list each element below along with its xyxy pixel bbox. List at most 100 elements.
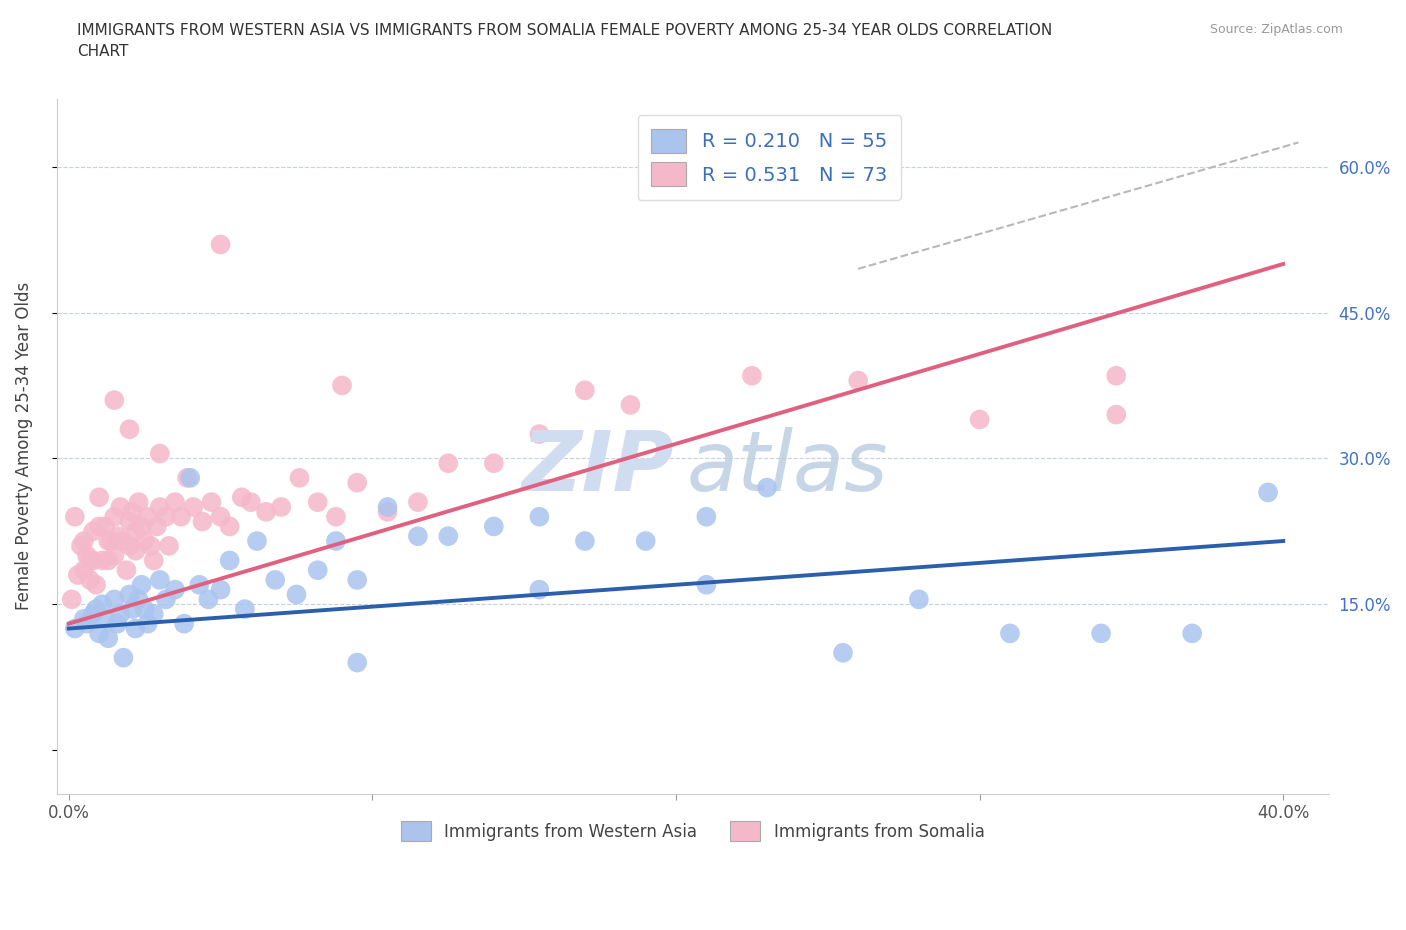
Point [155, 510, 177, 525]
Point [346, 475, 368, 490]
Legend: Immigrants from Western Asia, Immigrants from Somalia: Immigrants from Western Asia, Immigrants… [394, 815, 991, 848]
Point [149, 499, 172, 514]
Point [121, 504, 143, 519]
Point [110, 606, 132, 621]
Point [307, 563, 329, 578]
Point [84, 602, 107, 617]
Point [87, 626, 110, 641]
Point [1181, 626, 1204, 641]
Point [105, 529, 128, 544]
Point [134, 534, 156, 549]
Point [1257, 485, 1279, 499]
Point [94, 519, 117, 534]
Point [181, 499, 204, 514]
Point [103, 591, 125, 606]
Point [136, 510, 159, 525]
Point [87, 519, 110, 534]
Point [307, 495, 329, 510]
Point [73, 534, 96, 549]
Point [79, 553, 101, 568]
Point [134, 602, 156, 617]
Point [574, 383, 596, 398]
Point [529, 427, 551, 442]
Point [163, 495, 186, 510]
Text: Source: ZipAtlas.com: Source: ZipAtlas.com [1209, 23, 1343, 36]
Point [97, 553, 120, 568]
Point [103, 548, 125, 563]
Point [969, 412, 991, 427]
Point [1105, 368, 1128, 383]
Y-axis label: Female Poverty Among 25-34 Year Olds: Female Poverty Among 25-34 Year Olds [15, 282, 32, 610]
Point [73, 611, 96, 626]
Point [832, 645, 855, 660]
Point [377, 504, 399, 519]
Point [149, 573, 172, 588]
Point [124, 524, 146, 538]
Point [118, 587, 141, 602]
Point [695, 578, 717, 592]
Point [246, 534, 269, 549]
Point [437, 529, 460, 544]
Point [124, 543, 146, 558]
Point [529, 582, 551, 597]
Text: atlas: atlas [686, 427, 889, 508]
Point [482, 519, 505, 534]
Point [100, 534, 122, 549]
Point [1105, 407, 1128, 422]
Point [82, 524, 104, 538]
Point [998, 626, 1021, 641]
Point [741, 368, 763, 383]
Point [285, 587, 308, 602]
Point [264, 573, 287, 588]
Point [76, 617, 98, 631]
Point [325, 534, 347, 549]
Point [529, 510, 551, 525]
Point [288, 471, 311, 485]
Point [121, 602, 143, 617]
Point [218, 553, 240, 568]
Point [115, 563, 138, 578]
Point [82, 553, 104, 568]
Point [270, 499, 292, 514]
Point [66, 567, 89, 582]
Point [110, 499, 132, 514]
Point [76, 548, 98, 563]
Point [73, 563, 96, 578]
Text: IMMIGRANTS FROM WESTERN ASIA VS IMMIGRANTS FROM SOMALIA FEMALE POVERTY AMONG 25-: IMMIGRANTS FROM WESTERN ASIA VS IMMIGRAN… [77, 23, 1053, 60]
Point [142, 553, 165, 568]
Point [118, 538, 141, 553]
Point [124, 621, 146, 636]
Point [176, 471, 198, 485]
Point [91, 597, 114, 612]
Point [149, 446, 172, 461]
Point [846, 373, 869, 388]
Point [188, 578, 211, 592]
Point [118, 422, 141, 437]
Point [139, 538, 162, 553]
Point [325, 510, 347, 525]
Point [346, 655, 368, 670]
Point [112, 650, 135, 665]
Point [406, 529, 429, 544]
Point [131, 519, 153, 534]
Point [87, 490, 110, 505]
Point [634, 534, 657, 549]
Point [406, 495, 429, 510]
Point [136, 617, 159, 631]
Point [97, 534, 120, 549]
Point [157, 538, 180, 553]
Point [209, 582, 232, 597]
Point [170, 510, 193, 525]
Point [209, 237, 232, 252]
Point [209, 510, 232, 525]
Point [231, 490, 253, 505]
Point [619, 397, 641, 412]
Point [131, 578, 153, 592]
Point [239, 495, 262, 510]
Point [63, 621, 86, 636]
Point [103, 392, 125, 407]
Point [105, 617, 128, 631]
Point [155, 591, 177, 606]
Point [142, 606, 165, 621]
Point [346, 573, 368, 588]
